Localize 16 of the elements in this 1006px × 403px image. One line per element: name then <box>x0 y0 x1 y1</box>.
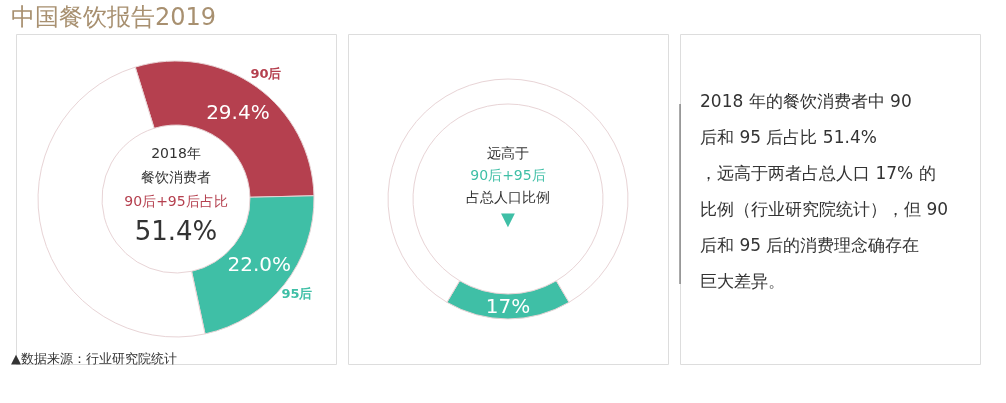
text: 远高于 <box>487 145 529 161</box>
slice-label: 90后 <box>250 65 282 81</box>
text: ▼ <box>501 208 516 229</box>
text: 2018年 <box>151 145 201 161</box>
chart-title: 中国餐饮报告2019 <box>11 3 217 31</box>
text: 51.4% <box>134 216 218 246</box>
text: 90后+95后占比 <box>124 193 228 209</box>
text: 90后+95后 <box>470 167 546 183</box>
data-label: 22.0% <box>227 251 292 276</box>
data-label: 17% <box>485 293 531 318</box>
text: 2018 年的餐饮消费者中 90 后和 95 后占比 51.4%，远高于两者占总人口 17% 的比例（行业研究院统计），但 90 后和 95 后的消费理念确存在巨大差异。 <box>700 91 949 291</box>
slice-label: 95后 <box>281 286 313 302</box>
data-label: 29.4% <box>206 99 270 124</box>
text: ▲数据来源：行业研究院统计 <box>11 351 177 366</box>
text: 占总人口比例 <box>466 189 550 205</box>
text: 餐饮消费者 <box>141 169 211 185</box>
